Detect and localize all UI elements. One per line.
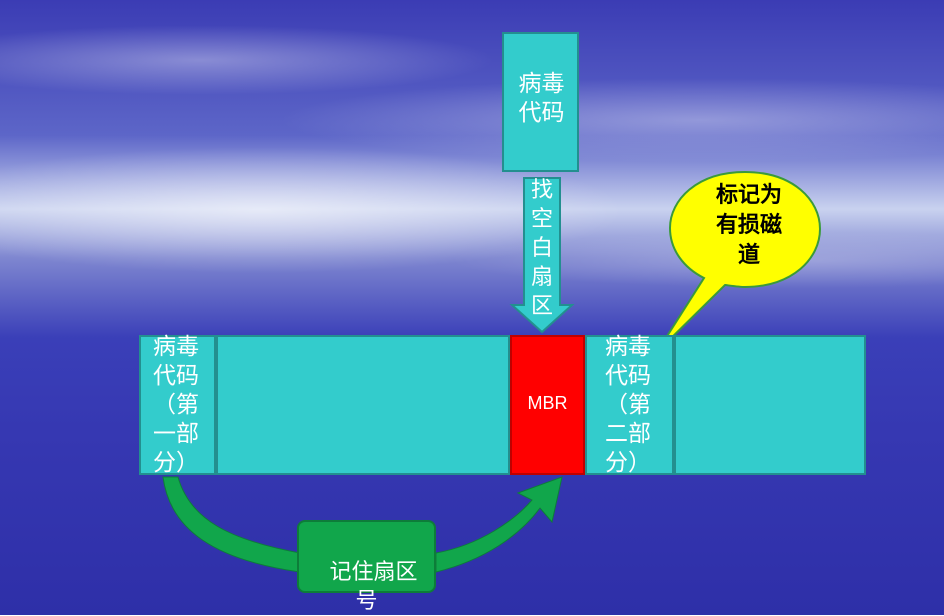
mbr-label: MBR <box>527 393 568 413</box>
segment-empty <box>216 335 510 475</box>
virus-code-box: 病毒 代码 <box>502 32 579 172</box>
segment-mbr <box>510 335 585 475</box>
curved-arrow <box>162 476 301 573</box>
mark-bad-track-label: 标记为 有损磁 道 <box>715 183 782 268</box>
segment-empty-right <box>674 335 866 475</box>
curved-arrow-head <box>435 476 563 573</box>
remember-sector-number-label: 记住扇区 号 <box>329 560 418 614</box>
down-arrow <box>509 177 575 334</box>
remember-sector-number-box: 记住扇区 号 <box>297 520 436 614</box>
find-empty-sector-label: 找 空 白 扇 区 <box>530 178 553 319</box>
virus-code-label: 病毒 代码 <box>518 71 565 126</box>
virus-part1-label: 病毒 代码 （第 一部 分） <box>153 334 199 476</box>
virus-part2-label: 病毒 代码 （第 二部 分） <box>605 334 651 476</box>
callout-bubble <box>656 170 822 353</box>
segment-virus-part1 <box>139 335 216 475</box>
segment-virus-part2 <box>585 335 674 475</box>
